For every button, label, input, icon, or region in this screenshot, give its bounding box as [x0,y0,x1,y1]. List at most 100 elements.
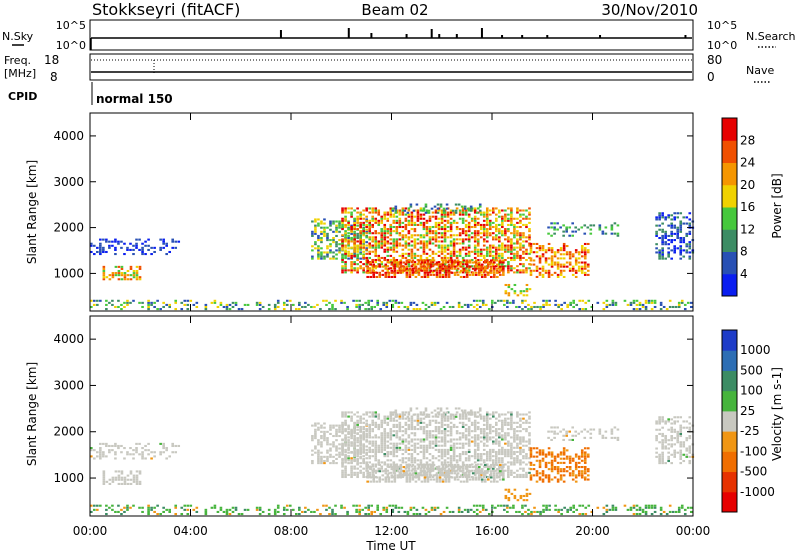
power-cell [452,252,456,255]
velocity-cell [476,453,480,456]
velocity-cell [135,480,139,483]
power-cell [516,265,519,268]
velocity-cell [150,457,153,460]
velocity-cell [407,411,411,414]
power-cell [653,299,657,302]
power-cell [407,230,411,233]
power-cell [374,252,378,255]
velocity-cell [438,480,442,483]
velocity-cell [473,421,477,424]
velocity-cell [471,466,475,469]
velocity-cell [477,472,481,475]
power-cell [547,247,551,250]
power-cell [362,223,365,226]
power-cell [464,254,468,257]
power-cell [353,240,356,243]
power-cell [507,261,510,264]
velocity-cell [462,474,466,477]
velocity-cell [428,475,432,479]
velocity-cell [553,466,557,469]
power-cell [676,216,680,219]
power-cell [228,303,232,306]
velocity-cell [504,497,508,500]
velocity-cell [414,474,418,477]
velocity-cell [507,411,510,414]
power-cell [682,236,686,240]
velocity-cell [412,512,416,516]
velocity-cell [335,432,338,435]
power-cell [374,209,378,212]
power-cell [522,263,525,266]
power-cell [389,246,393,249]
velocity-cell [123,457,126,460]
velocity-cell [501,413,504,416]
velocity-cell [374,448,378,451]
velocity-cell [392,425,396,429]
power-cell [440,209,444,212]
velocity-cell [332,424,335,427]
power-cell [440,228,444,231]
power-cell [413,238,417,241]
velocity-cell [528,421,531,424]
velocity-cell [347,425,350,429]
velocity-cell [529,455,533,458]
power-cell [195,305,199,309]
velocity-cell [407,417,411,420]
power-cell [481,299,485,302]
power-cell [123,253,126,256]
power-cell [479,211,483,214]
velocity-cell [359,434,362,437]
power-cell [473,240,477,243]
velocity-cell [359,444,362,447]
velocity-cell [452,438,456,441]
velocity-cell [416,446,420,449]
power-cell [416,254,420,257]
nsearch-tick-low: 10^0 [707,39,737,52]
velocity-cell [380,465,384,468]
power-cell [498,244,501,247]
velocity-cell [519,459,522,462]
power-cell [377,242,381,245]
velocity-cell [501,425,504,429]
velocity-cell [111,449,114,452]
power-cell [452,213,456,216]
power-cell [550,234,553,237]
velocity-cell [528,411,531,414]
power-cell [670,222,673,225]
power-cell [317,257,320,260]
velocity-cell [479,436,483,439]
velocity-cell [407,434,411,437]
power-cell [455,225,459,229]
velocity-cell [430,506,434,509]
power-cell [673,218,677,221]
power-cell [383,217,387,220]
power-cell [465,275,469,278]
velocity-cell [429,478,433,481]
power-cell [347,221,350,224]
power-cell [380,230,384,233]
velocity-cell [476,425,480,429]
power-cell [525,283,529,287]
power-cell [323,255,326,258]
power-cell [485,236,489,239]
power-cell [406,305,410,309]
power-cell [407,238,411,241]
velocity-cell [341,471,344,474]
velocity-cell [502,470,505,473]
power-cell [667,243,670,246]
velocity-cell [159,451,162,454]
power-cell [413,244,417,247]
power-cell [504,213,507,216]
velocity-cell [438,476,442,479]
power-cell [658,216,661,219]
velocity-cell [548,504,551,507]
power-cell [472,305,476,309]
velocity-cell [311,462,314,465]
power-cell [458,248,462,251]
velocity-cell [407,428,411,431]
power-cell [583,267,587,270]
power-cell [410,223,414,226]
velocity-cell [528,440,531,443]
power-cell [550,263,554,266]
velocity-cell [344,415,347,418]
